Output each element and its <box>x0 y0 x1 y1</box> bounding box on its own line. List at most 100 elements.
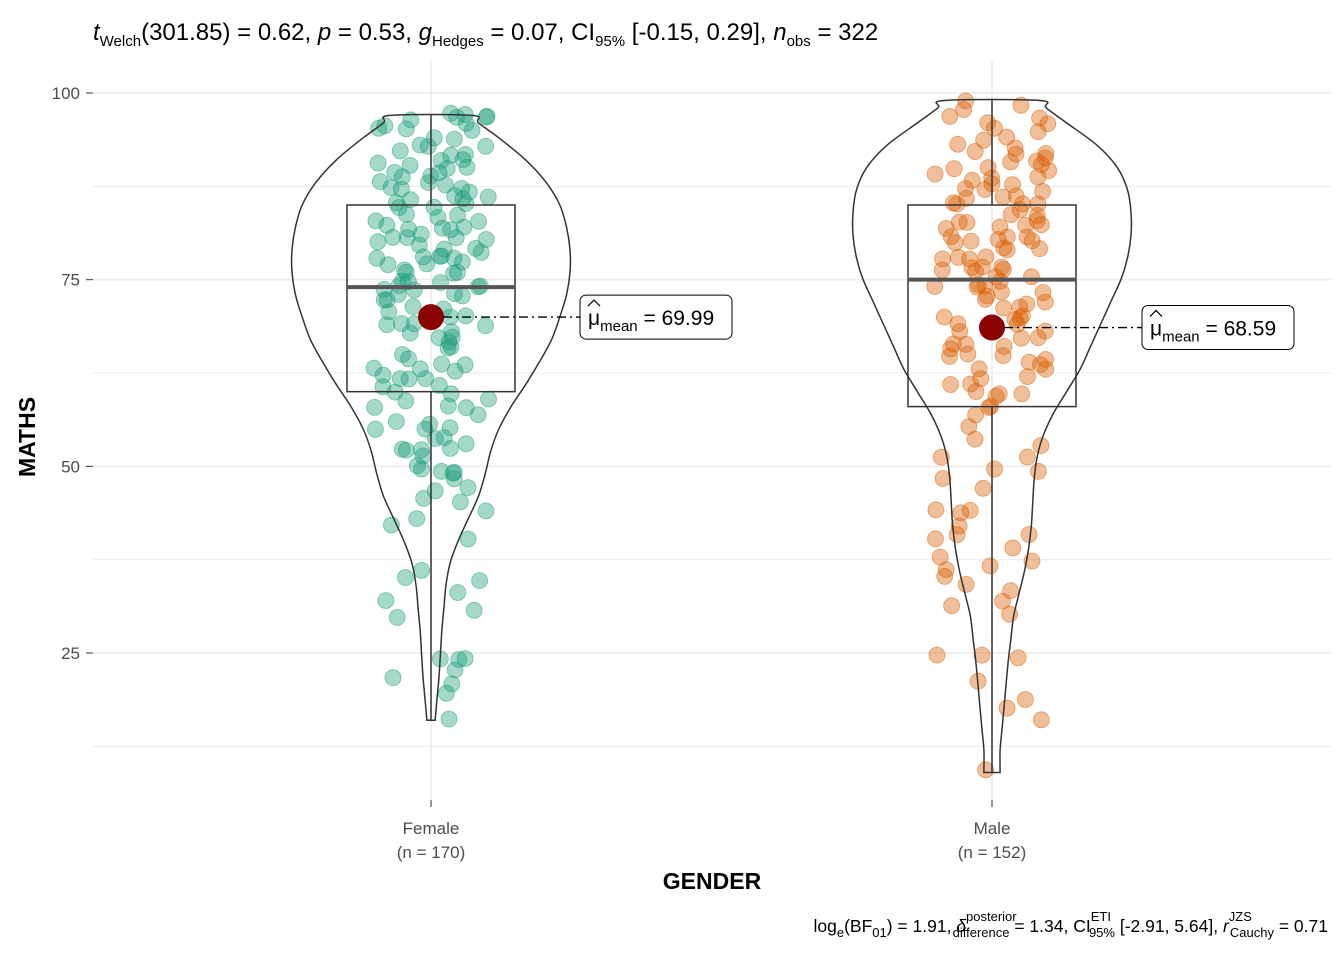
data-point <box>457 307 475 325</box>
mean-label-text: μmean = 68.59 <box>1150 318 1276 346</box>
data-point <box>991 218 1009 236</box>
data-point <box>942 340 959 358</box>
data-point <box>433 219 451 237</box>
violin-outline <box>290 113 572 721</box>
data-point <box>442 104 460 122</box>
data-point <box>445 249 463 267</box>
data-point <box>456 146 474 163</box>
data-point <box>1004 539 1022 557</box>
data-point <box>1032 356 1049 374</box>
data-point <box>1032 216 1050 234</box>
data-point <box>945 160 963 178</box>
data-point <box>437 684 455 702</box>
data-point <box>1019 368 1036 386</box>
mean-label-text: μmean = 69.99 <box>588 307 714 335</box>
box-iqr <box>907 204 1077 408</box>
data-point <box>935 308 953 326</box>
data-point <box>378 316 396 334</box>
data-point <box>421 415 439 433</box>
data-point <box>1013 329 1030 347</box>
data-point <box>1020 353 1038 371</box>
data-point <box>400 220 418 238</box>
data-point <box>459 479 477 497</box>
data-point <box>392 180 410 198</box>
data-point <box>453 179 471 197</box>
y-axis: 25 50 75 100 Female (n = 170) Male (n = 152) <box>52 84 1027 862</box>
data-point <box>430 329 448 347</box>
data-point <box>1007 187 1025 205</box>
data-point <box>990 385 1008 403</box>
data-point <box>1036 322 1054 340</box>
data-point <box>931 548 949 566</box>
data-point <box>397 120 415 138</box>
data-point <box>449 584 467 601</box>
data-point <box>958 189 975 207</box>
data-point <box>1034 284 1052 301</box>
data-point <box>998 699 1016 717</box>
data-point <box>979 114 997 132</box>
data-point <box>379 256 397 274</box>
data-point <box>1019 448 1036 466</box>
bayes-caption: loge(BF01) = 1.91, δposterior difference … <box>813 909 1328 940</box>
data-point <box>995 299 1012 317</box>
data-point <box>973 646 991 664</box>
data-point <box>441 439 459 457</box>
data-point <box>1009 649 1027 667</box>
data-point <box>397 441 415 459</box>
scatter-points <box>365 104 497 728</box>
data-point <box>435 429 453 447</box>
data-point <box>477 137 495 155</box>
data-point <box>463 121 481 139</box>
data-point <box>989 231 1007 248</box>
data-point <box>926 165 944 183</box>
data-point <box>441 419 459 437</box>
data-point <box>457 399 475 417</box>
data-point <box>388 609 406 626</box>
y-axis-title: MATHS <box>14 397 40 477</box>
data-point <box>396 569 414 586</box>
data-point <box>456 650 474 667</box>
data-point <box>977 761 994 779</box>
data-point <box>374 378 392 396</box>
data-point <box>420 174 437 192</box>
data-point <box>950 517 968 535</box>
data-point <box>977 248 995 266</box>
data-point <box>429 208 447 226</box>
data-point <box>408 510 426 527</box>
data-point <box>374 366 392 384</box>
data-point <box>957 92 974 110</box>
data-point <box>384 669 402 687</box>
mean-labels: μmean = 69.99 μmean = 68.59 <box>443 294 1295 351</box>
data-point <box>369 154 387 172</box>
data-point <box>391 142 409 160</box>
data-point <box>1029 329 1047 347</box>
data-point <box>1039 115 1057 133</box>
data-point <box>457 435 475 453</box>
data-point <box>942 376 959 393</box>
data-point <box>371 173 389 191</box>
data-point <box>460 183 478 201</box>
data-point <box>941 108 959 125</box>
mean-label-box <box>579 294 733 340</box>
data-point <box>1034 182 1051 200</box>
x-tick-count: (n = 170) <box>397 843 466 862</box>
data-point <box>979 159 997 177</box>
data-point <box>419 137 437 155</box>
data-point <box>400 350 418 368</box>
data-point <box>1031 109 1048 127</box>
data-point <box>366 398 384 416</box>
data-point <box>1032 437 1050 455</box>
data-point <box>433 355 451 373</box>
data-point <box>966 143 984 160</box>
x-axis-title: GENDER <box>663 868 762 894</box>
data-point <box>451 493 469 511</box>
data-point <box>417 370 435 388</box>
data-point <box>387 194 405 212</box>
data-point <box>402 111 420 129</box>
y-tick-label: 50 <box>61 457 80 476</box>
data-point <box>1036 149 1054 167</box>
data-point <box>367 212 385 230</box>
data-point <box>981 557 999 575</box>
data-point <box>425 198 443 216</box>
